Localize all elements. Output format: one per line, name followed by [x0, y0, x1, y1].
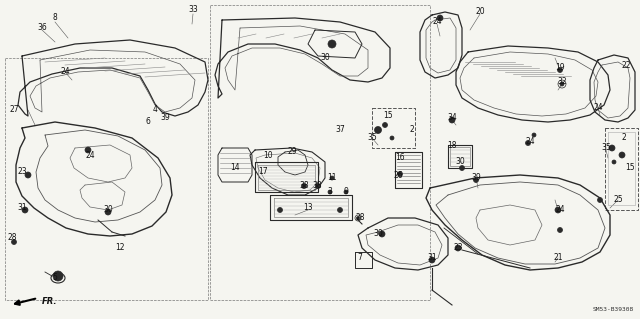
Text: 28: 28 — [355, 213, 365, 222]
Circle shape — [612, 160, 616, 164]
Text: 6: 6 — [145, 117, 150, 127]
Text: 5: 5 — [52, 273, 58, 283]
Text: 25: 25 — [613, 196, 623, 204]
Text: 16: 16 — [395, 153, 405, 162]
Text: 10: 10 — [263, 151, 273, 160]
Text: 21: 21 — [553, 254, 563, 263]
Text: 11: 11 — [327, 174, 337, 182]
Text: 23: 23 — [17, 167, 27, 176]
Text: 39: 39 — [160, 114, 170, 122]
Text: 38: 38 — [299, 181, 309, 189]
Circle shape — [344, 190, 348, 194]
Circle shape — [609, 145, 615, 151]
Text: 39: 39 — [471, 174, 481, 182]
Text: 24: 24 — [85, 151, 95, 160]
Text: 2: 2 — [410, 125, 414, 135]
Circle shape — [437, 15, 443, 21]
Circle shape — [374, 127, 381, 133]
Text: 30: 30 — [103, 205, 113, 214]
Text: 30: 30 — [373, 229, 383, 239]
Text: 15: 15 — [625, 164, 635, 173]
Circle shape — [455, 245, 461, 251]
Circle shape — [12, 240, 17, 244]
Text: 8: 8 — [52, 13, 58, 23]
Text: 24: 24 — [525, 137, 535, 146]
Circle shape — [525, 140, 531, 145]
Circle shape — [85, 147, 91, 153]
Text: 33: 33 — [188, 5, 198, 14]
Text: FR.: FR. — [42, 298, 58, 307]
Circle shape — [532, 133, 536, 137]
Text: 13: 13 — [303, 204, 313, 212]
Circle shape — [337, 207, 342, 212]
Text: 37: 37 — [335, 125, 345, 135]
Text: 35: 35 — [601, 144, 611, 152]
Circle shape — [316, 183, 321, 189]
Text: 36: 36 — [37, 24, 47, 33]
Text: 14: 14 — [230, 164, 240, 173]
Text: 30: 30 — [455, 158, 465, 167]
Circle shape — [328, 190, 332, 194]
Text: 35: 35 — [367, 133, 377, 143]
Circle shape — [330, 176, 334, 180]
Text: 9: 9 — [344, 188, 348, 197]
Text: 29: 29 — [287, 147, 297, 157]
Circle shape — [383, 122, 387, 128]
Text: 24: 24 — [593, 103, 603, 113]
Text: 31: 31 — [427, 254, 437, 263]
Circle shape — [278, 207, 282, 212]
Text: 30: 30 — [320, 54, 330, 63]
Circle shape — [474, 177, 479, 182]
Text: 15: 15 — [383, 110, 393, 120]
Circle shape — [25, 172, 31, 178]
Circle shape — [356, 217, 360, 219]
Circle shape — [619, 152, 625, 158]
Text: 18: 18 — [447, 140, 457, 150]
Text: 20: 20 — [475, 8, 485, 17]
Text: 32: 32 — [557, 78, 567, 86]
Text: 26: 26 — [393, 170, 403, 180]
Text: 31: 31 — [17, 204, 27, 212]
Circle shape — [105, 209, 111, 215]
Circle shape — [598, 197, 602, 203]
Circle shape — [397, 172, 403, 176]
Circle shape — [429, 257, 435, 263]
Circle shape — [22, 207, 28, 213]
Circle shape — [328, 40, 336, 48]
Circle shape — [555, 207, 561, 213]
Circle shape — [460, 166, 465, 170]
Text: 23: 23 — [453, 243, 463, 253]
Text: 24: 24 — [432, 18, 442, 26]
Text: 38: 38 — [312, 181, 322, 189]
Text: 3: 3 — [328, 188, 332, 197]
Text: 22: 22 — [621, 61, 631, 70]
Circle shape — [53, 271, 63, 281]
Circle shape — [560, 82, 564, 86]
Text: 4: 4 — [152, 106, 157, 115]
Circle shape — [390, 136, 394, 140]
Text: 27: 27 — [9, 106, 19, 115]
Text: 28: 28 — [7, 234, 17, 242]
Circle shape — [557, 227, 563, 233]
Circle shape — [449, 117, 455, 123]
Text: 2: 2 — [621, 133, 627, 143]
Text: 7: 7 — [358, 254, 362, 263]
Text: SM53-B39308: SM53-B39308 — [593, 307, 634, 312]
Text: 12: 12 — [115, 243, 125, 253]
Text: 34: 34 — [447, 114, 457, 122]
Text: 17: 17 — [258, 167, 268, 176]
Text: 19: 19 — [555, 63, 565, 72]
Circle shape — [557, 68, 563, 72]
Circle shape — [379, 231, 385, 237]
Circle shape — [301, 183, 307, 189]
Text: 24: 24 — [60, 68, 70, 77]
Text: 24: 24 — [555, 205, 565, 214]
